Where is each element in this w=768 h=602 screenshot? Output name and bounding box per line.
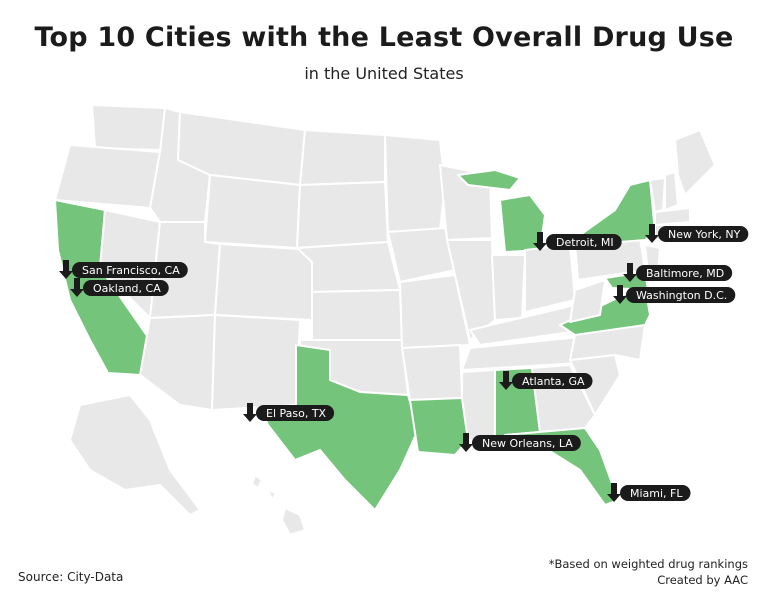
state-la [409, 397, 469, 456]
city-label-bg [546, 234, 622, 250]
state-co [214, 243, 316, 321]
down-arrow-icon [607, 483, 621, 502]
down-arrow-icon [70, 278, 84, 297]
ranking-note: *Based on weighted drug rankings [548, 557, 748, 571]
state-ma [654, 207, 691, 226]
state-or [54, 144, 161, 209]
source-text: Source: City-Data [18, 570, 124, 584]
city-marker-detroit-mi: Detroit, MI [533, 232, 622, 251]
city-marker-oakland-ca: Oakland, CA [70, 278, 169, 297]
city-label-bg [83, 280, 169, 296]
city-label-bg [72, 262, 188, 278]
state-in [491, 254, 526, 321]
city-label: Baltimore, MD [646, 267, 724, 280]
state-mi [457, 169, 521, 191]
state-ia [387, 227, 456, 283]
down-arrow-icon [613, 285, 627, 304]
city-marker-washington-d-c: Washington D.C. [613, 285, 736, 304]
state-ak [69, 394, 201, 516]
state-nm [211, 314, 301, 411]
city-label: Oakland, CA [93, 282, 161, 295]
city-label: El Paso, TX [266, 407, 327, 420]
state-me [674, 129, 716, 196]
states-layer [54, 104, 716, 536]
city-label: Detroit, MI [556, 236, 614, 249]
city-marker-new-orleans-la: New Orleans, LA [459, 433, 581, 452]
down-arrow-icon [499, 371, 513, 390]
state-ar [401, 344, 463, 401]
city-label: Miami, FL [630, 487, 683, 500]
city-marker-new-york-ny: New York, NY [645, 224, 749, 243]
city-label: New York, NY [668, 228, 741, 241]
city-label-bg [636, 265, 733, 281]
city-label: Atlanta, GA [522, 375, 585, 388]
city-label: New Orleans, LA [482, 437, 573, 450]
state-wy [204, 174, 301, 249]
city-label-bg [256, 405, 335, 421]
down-arrow-icon [623, 263, 637, 282]
down-arrow-icon [645, 224, 659, 243]
city-marker-el-paso-tx: El Paso, TX [243, 403, 335, 422]
city-label-bg [620, 485, 691, 501]
state-sd [296, 181, 389, 249]
credit-text: Created by AAC [657, 573, 748, 587]
city-label: San Francisco, CA [82, 264, 180, 277]
city-marker-atlanta-ga: Atlanta, GA [499, 371, 593, 390]
down-arrow-icon [59, 260, 73, 279]
state-wa [91, 104, 166, 151]
state-hi [251, 474, 306, 536]
state-oh [524, 244, 576, 313]
state-mo [399, 274, 471, 349]
city-label: Washington D.C. [636, 289, 727, 302]
down-arrow-icon [459, 433, 473, 452]
city-label-bg [658, 226, 749, 242]
state-ne [296, 241, 401, 293]
footnote: *Based on weighted drug rankings Created… [549, 556, 748, 588]
map-subtitle: in the United States [304, 64, 464, 83]
state-vt [649, 177, 666, 213]
state-az [139, 314, 216, 411]
map-title: Top 10 Cities with the Least Overall Dru… [34, 22, 734, 53]
city-marker-baltimore-md: Baltimore, MD [623, 263, 733, 282]
state-wv [569, 279, 606, 323]
state-nh [664, 171, 679, 211]
city-markers-layer: San Francisco, CA Oakland, CA El Paso, TX D… [59, 224, 749, 502]
state-nd [299, 129, 386, 186]
city-label-bg [512, 373, 593, 389]
city-label-bg [472, 435, 581, 451]
city-marker-miami-fl: Miami, FL [607, 483, 691, 502]
state-ks [311, 289, 403, 341]
city-marker-san-francisco-ca: San Francisco, CA [59, 260, 188, 279]
down-arrow-icon [243, 403, 257, 422]
down-arrow-icon [533, 232, 547, 251]
state-mn [384, 134, 446, 233]
city-label-bg [626, 287, 736, 303]
